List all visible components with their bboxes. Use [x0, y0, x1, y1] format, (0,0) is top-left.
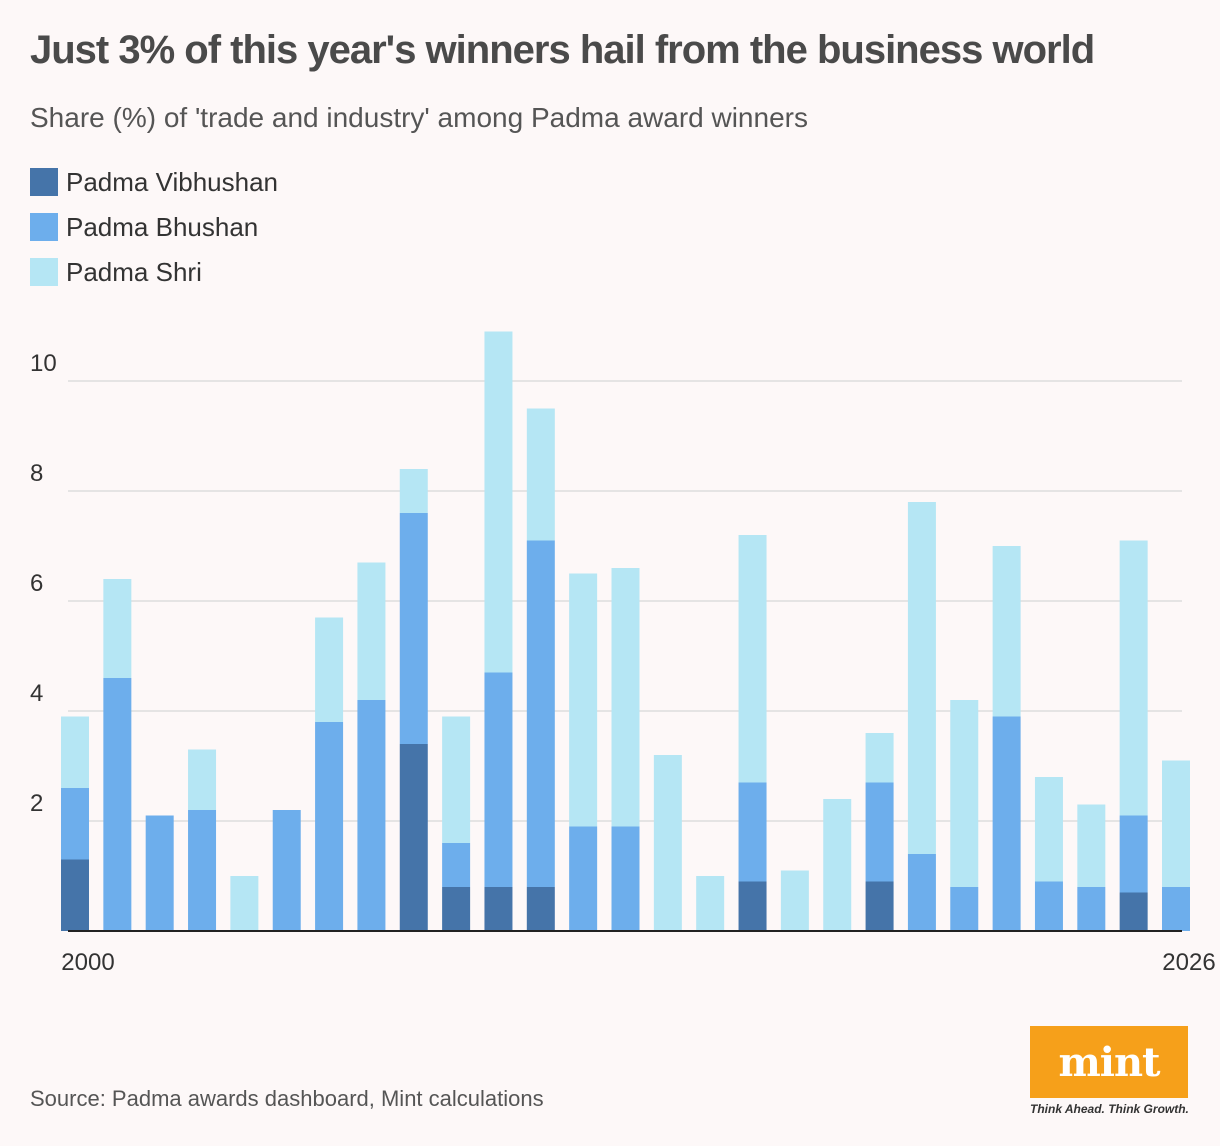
legend: Padma Vibhushan Padma Bhushan Padma Shri: [30, 160, 278, 295]
bar-2022-series-2: [992, 546, 1021, 717]
bar-2012-series-2: [569, 573, 598, 827]
bar-2011-series-2: [526, 408, 555, 541]
bar-2025-series-0: [1119, 892, 1148, 931]
logo-box: mint: [1030, 1026, 1188, 1098]
bar-2007-series-1: [357, 700, 386, 931]
bar-2013-series-2: [611, 568, 640, 827]
bar-2024-series-2: [1077, 804, 1106, 887]
bar-2013-series-1: [611, 826, 640, 931]
legend-label-bhushan: Padma Bhushan: [66, 211, 259, 242]
bar-2009-series-0: [442, 887, 471, 931]
legend-item-bhushan: Padma Bhushan: [30, 205, 278, 249]
bar-2021-series-1: [950, 887, 979, 931]
legend-item-vibhushan: Padma Vibhushan: [30, 160, 278, 204]
bar-2001-series-1: [103, 678, 132, 931]
bar-2000-series-2: [61, 716, 89, 788]
x-tick-label-2000: 2000: [61, 949, 114, 976]
bar-2018-series-2: [823, 799, 852, 931]
legend-swatch-vibhushan: [30, 168, 58, 196]
bar-2004-series-2: [230, 876, 259, 931]
bar-2016-series-1: [738, 782, 767, 882]
bar-2000-series-0: [61, 859, 89, 931]
bar-2026-series-1: [1162, 887, 1190, 931]
bar-2003-series-2: [188, 749, 217, 810]
bar-2020-series-2: [907, 502, 936, 854]
bar-2008-series-1: [399, 513, 428, 744]
bar-2012-series-1: [569, 826, 598, 931]
logo-tagline: Think Ahead. Think Growth.: [1030, 1102, 1189, 1116]
chart-subtitle: Share (%) of 'trade and industry' among …: [30, 102, 808, 133]
bar-2006-series-1: [315, 722, 344, 931]
bar-2017-series-2: [780, 870, 809, 931]
bar-2015-series-2: [696, 876, 725, 931]
bar-2000-series-1: [61, 788, 89, 860]
mint-logo: mint Think Ahead. Think Growth.: [1030, 1026, 1190, 1116]
bar-2019-series-0: [865, 881, 894, 931]
y-tick-label-8: 8: [30, 460, 43, 487]
y-tick-label-4: 4: [30, 680, 43, 707]
legend-swatch-shri: [30, 258, 58, 286]
x-tick-label-2026: 2026: [1162, 949, 1215, 976]
bar-2014-series-2: [653, 755, 682, 931]
bar-2020-series-1: [907, 854, 936, 931]
bar-2009-series-1: [442, 843, 471, 887]
bar-2019-series-1: [865, 782, 894, 882]
bar-2023-series-1: [1034, 881, 1063, 931]
bar-2008-series-0: [399, 744, 428, 931]
bar-2011-series-1: [526, 540, 555, 887]
bar-2003-series-1: [188, 810, 217, 931]
bar-2016-series-0: [738, 881, 767, 931]
bar-2025-series-2: [1119, 540, 1148, 816]
bar-2010-series-2: [484, 331, 513, 673]
legend-label-vibhushan: Padma Vibhushan: [66, 166, 279, 197]
bar-2005-series-1: [272, 810, 301, 931]
bar-2006-series-2: [315, 617, 344, 722]
legend-item-shri: Padma Shri: [30, 250, 278, 294]
bar-2007-series-2: [357, 562, 386, 700]
y-tick-label-2: 2: [30, 790, 43, 817]
logo-text: mint: [1058, 1038, 1160, 1086]
bar-2001-series-2: [103, 579, 132, 678]
legend-label-shri: Padma Shri: [66, 256, 202, 287]
legend-swatch-bhushan: [30, 213, 58, 241]
bar-chart: 2 4 6 8 10 2000 2026: [30, 331, 1216, 976]
y-tick-label-6: 6: [30, 570, 43, 597]
chart-title: Just 3% of this year's winners hail from…: [30, 28, 1095, 72]
bar-2026-series-2: [1162, 760, 1190, 887]
bar-2023-series-2: [1034, 777, 1063, 882]
bar-2011-series-0: [526, 887, 555, 931]
bar-2025-series-1: [1119, 815, 1148, 893]
bar-2019-series-2: [865, 733, 894, 783]
bar-2024-series-1: [1077, 887, 1106, 931]
bar-2009-series-2: [442, 716, 471, 843]
bar-2016-series-2: [738, 535, 767, 783]
bar-2010-series-1: [484, 672, 513, 887]
source-note: Source: Padma awards dashboard, Mint cal…: [30, 1086, 544, 1111]
bar-2002-series-1: [145, 815, 174, 931]
bar-2010-series-0: [484, 887, 513, 931]
bar-2022-series-1: [992, 716, 1021, 931]
bar-2008-series-2: [399, 469, 428, 513]
bar-2021-series-2: [950, 700, 979, 887]
y-tick-label-10: 10: [30, 350, 57, 377]
